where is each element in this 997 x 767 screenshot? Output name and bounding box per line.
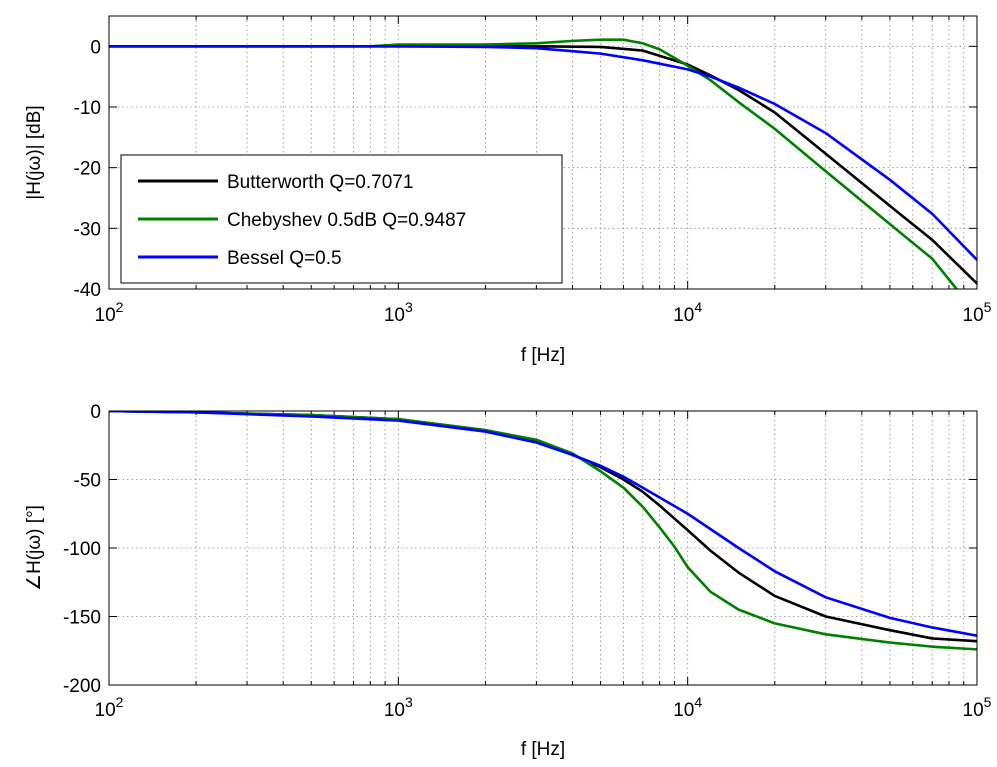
x-tick-exponent: 5: [984, 299, 992, 315]
x-tick-exponent: 4: [694, 694, 702, 710]
x-tick-exponent: 2: [116, 299, 124, 315]
y-tick-label: -100: [63, 539, 101, 560]
x-tick-base: 10: [673, 700, 694, 721]
legend-label: Chebyshev 0.5dB Q=0.9487: [227, 210, 466, 231]
y-tick-label: -20: [74, 159, 101, 180]
axes-box: [108, 410, 978, 686]
y-tick-label: 0: [90, 402, 101, 423]
series-line-chebyshev: [109, 411, 977, 651]
series-line-bessel: [109, 45, 977, 262]
x-tick-base: 10: [673, 305, 694, 326]
legend: Butterworth Q=0.7071 Chebyshev 0.5dB Q=0.…: [120, 154, 563, 284]
plot-area: [109, 411, 977, 685]
x-tick-label: 103: [384, 694, 413, 721]
x-tick-base: 10: [963, 305, 984, 326]
series-group: [109, 38, 977, 289]
x-tick-base: 10: [384, 305, 405, 326]
x-tick-base: 10: [963, 700, 984, 721]
axes-box: [108, 15, 978, 290]
y-tick-label: -150: [63, 608, 101, 629]
x-tick-label: 102: [95, 694, 124, 721]
y-tick-label: -10: [74, 98, 101, 119]
x-tick-label: 104: [673, 299, 702, 326]
y-tick-label: -40: [74, 280, 101, 301]
legend-label: Bessel Q=0.5: [227, 248, 342, 269]
x-tick-label: 103: [384, 299, 413, 326]
y-axis-label-text: |H(jω)| [dB]: [24, 105, 45, 199]
series-line-chebyshev: [109, 38, 958, 289]
x-tick-base: 10: [95, 700, 116, 721]
y-tick-label: -50: [74, 471, 101, 492]
y-axis-label-text: H(jω) [°]: [24, 505, 45, 574]
x-tick-base: 10: [384, 700, 405, 721]
angle-symbol: ∠: [24, 574, 45, 591]
y-tick-label: -30: [74, 219, 101, 240]
series-line-bessel: [109, 411, 977, 637]
y-tick-label: 0: [90, 37, 101, 58]
series-group: [109, 411, 977, 651]
x-axis-label: f [Hz]: [521, 345, 565, 366]
x-tick-exponent: 2: [116, 694, 124, 710]
x-tick-base: 10: [95, 305, 116, 326]
x-tick-exponent: 4: [694, 299, 702, 315]
x-tick-exponent: 5: [984, 694, 992, 710]
y-axis-label: ∠H(jω) [°]: [24, 505, 45, 591]
x-tick-exponent: 3: [405, 694, 413, 710]
x-tick-label: 104: [673, 694, 702, 721]
y-tick-label: -200: [63, 676, 101, 697]
x-tick-exponent: 3: [405, 299, 413, 315]
x-tick-label: 105: [963, 299, 992, 326]
x-tick-label: 105: [963, 694, 992, 721]
x-tick-label: 102: [95, 299, 124, 326]
x-axis-label: f [Hz]: [521, 739, 565, 760]
y-axis-label: |H(jω)| [dB]: [24, 105, 45, 199]
legend-label: Butterworth Q=0.7071: [227, 172, 413, 193]
